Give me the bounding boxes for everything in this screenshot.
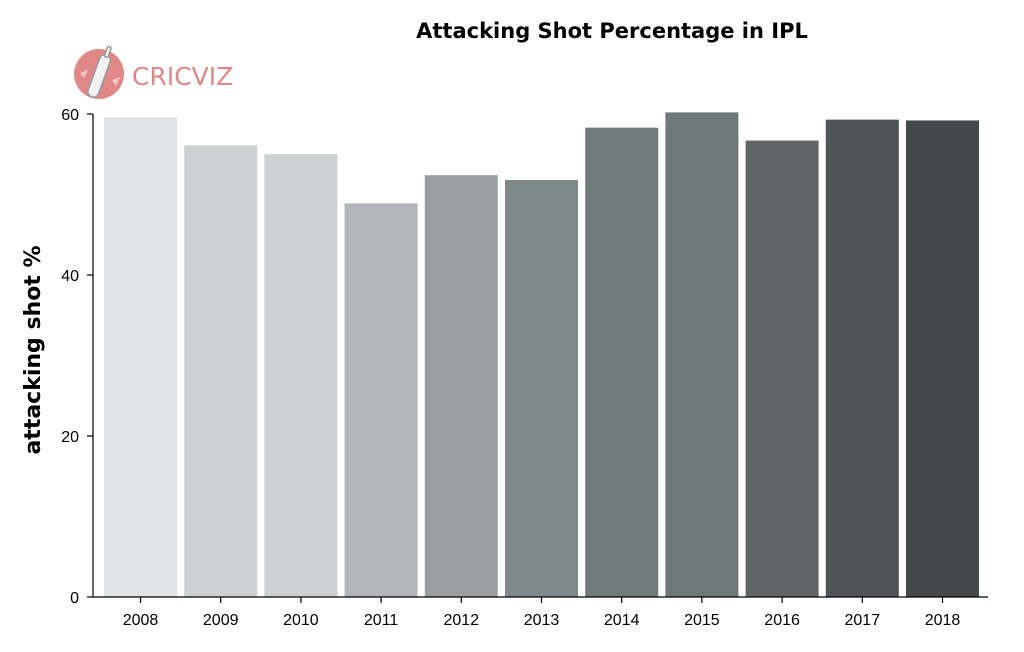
x-tick-label: 2013	[524, 612, 560, 629]
cricviz-logo: CRICVIZ	[74, 45, 233, 99]
bar-2012	[424, 175, 498, 597]
bar-2009	[184, 145, 258, 597]
x-tick-label: 2018	[925, 612, 961, 629]
y-tick-label: 40	[61, 268, 79, 285]
bar-2008	[104, 117, 177, 597]
x-tick-label: 2012	[444, 612, 480, 629]
x-tick-label: 2016	[764, 612, 800, 629]
bar-2011	[344, 203, 418, 598]
bar-2013	[505, 180, 578, 597]
bar-2014	[585, 127, 659, 597]
x-tick-label: 2010	[283, 612, 319, 629]
x-tick-label: 2009	[203, 612, 239, 629]
x-tick-label: 2015	[684, 612, 720, 629]
chart-title: Attacking Shot Percentage in IPL	[416, 19, 808, 43]
bar-2015	[665, 112, 739, 597]
y-axis-label: attacking shot %	[21, 245, 46, 454]
y-axis-ticks: 0 20 40 60	[61, 107, 93, 607]
bar-2018	[906, 120, 979, 597]
x-tick-label: 2008	[123, 612, 159, 629]
x-axis-ticks: 2008 2009 2010 2011 2012 2013 2014 2015 2016 2017…	[123, 597, 961, 629]
bar-2010	[264, 154, 338, 597]
x-tick-label: 2014	[604, 612, 640, 629]
bar-2017	[825, 119, 899, 597]
x-tick-label: 2017	[845, 612, 881, 629]
bars-group	[104, 112, 979, 598]
y-tick-label: 20	[61, 429, 79, 446]
x-tick-label: 2011	[364, 612, 399, 629]
cricket-bat-ball-icon	[74, 45, 124, 99]
bar-2016	[745, 140, 819, 597]
y-tick-label: 60	[61, 107, 79, 124]
y-tick-label: 0	[70, 590, 79, 607]
logo-text: CRICVIZ	[132, 62, 233, 91]
